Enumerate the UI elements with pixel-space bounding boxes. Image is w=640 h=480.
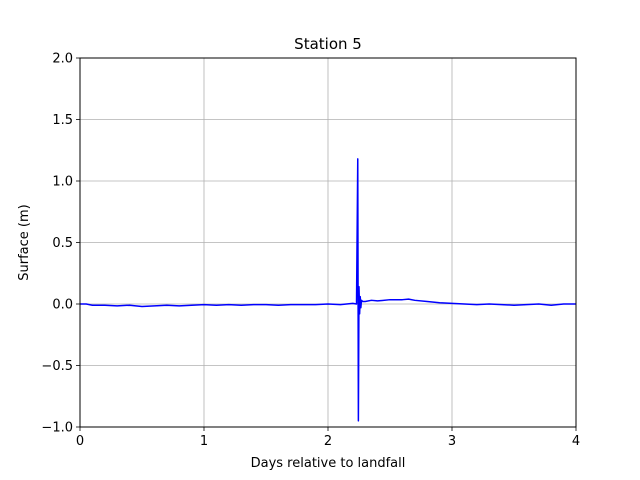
series-line bbox=[80, 158, 576, 422]
x-tick-label: 1 bbox=[200, 434, 208, 449]
chart-title: Station 5 bbox=[294, 35, 362, 53]
y-tick-label: 2.0 bbox=[52, 52, 73, 67]
x-axis-title: Days relative to landfall bbox=[251, 456, 406, 471]
y-axis-ticks: −1.0 −0.5 0.0 0.5 1.0 1.5 2.0 bbox=[41, 52, 80, 436]
y-tick-label: 1.0 bbox=[52, 175, 73, 190]
plot-area bbox=[80, 158, 576, 422]
y-tick-label: −0.5 bbox=[41, 359, 73, 374]
x-tick-label: 3 bbox=[448, 434, 456, 449]
y-tick-label: 0.0 bbox=[52, 298, 73, 313]
x-tick-label: 2 bbox=[324, 434, 332, 449]
x-tick-label: 0 bbox=[76, 434, 84, 449]
y-tick-label: 0.5 bbox=[52, 236, 73, 251]
y-axis-title: Surface (m) bbox=[17, 204, 32, 280]
x-tick-label: 4 bbox=[572, 434, 580, 449]
x-axis-ticks: 0 1 2 3 4 bbox=[76, 427, 580, 449]
y-tick-label: −1.0 bbox=[41, 421, 73, 436]
y-tick-label: 1.5 bbox=[52, 113, 73, 128]
